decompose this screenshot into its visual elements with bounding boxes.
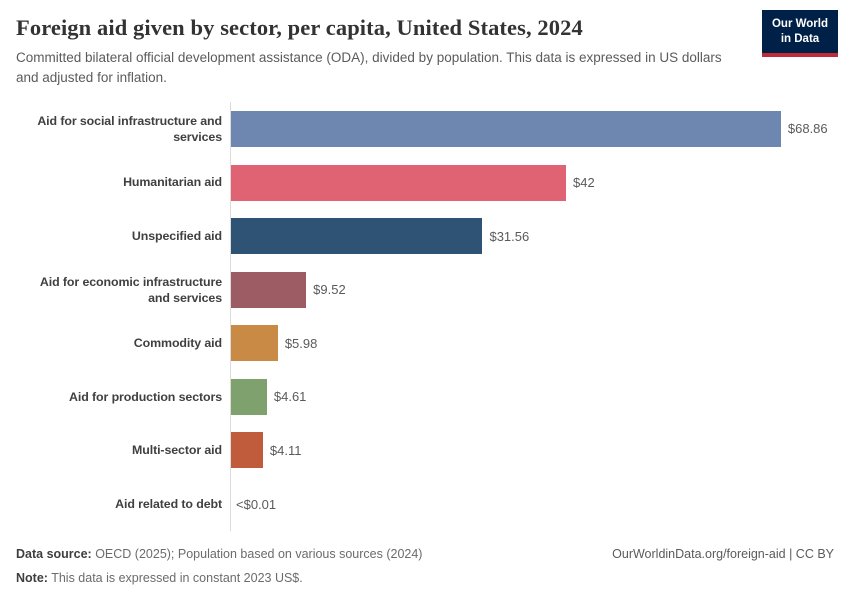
chart-rows: Aid for social infrastructure and servic… [16, 102, 838, 531]
bar-track: $31.56 [230, 218, 838, 255]
source-text: OECD (2025); Population based on various… [91, 546, 423, 561]
category-label: Unspecified aid [131, 229, 222, 244]
y-axis-line [230, 102, 231, 531]
bar-chart: Aid for social infrastructure and servic… [16, 102, 838, 531]
bar[interactable] [230, 325, 278, 362]
value-label: $42 [573, 175, 595, 191]
bar[interactable] [230, 110, 781, 147]
footer-source-block: Data source: OECD (2025); Population bas… [16, 546, 422, 595]
bar-track: <$0.01 [230, 486, 838, 522]
bar-row: Unspecified aid $31.56 [16, 209, 838, 263]
bar-row: Aid related to debt <$0.01 [16, 477, 838, 531]
chart-header: Foreign aid given by sector, per capita,… [16, 10, 838, 87]
value-label: <$0.01 [236, 496, 277, 512]
bar-row: Commodity aid $5.98 [16, 317, 838, 371]
value-label: $31.56 [489, 228, 530, 244]
chart-subtitle: Committed bilateral official development… [16, 50, 722, 85]
bar-row: Aid for production sectors $4.61 [16, 370, 838, 424]
category-label: Multi-sector aid [132, 443, 222, 458]
page-title: Foreign aid given by sector, per capita,… [16, 15, 583, 40]
header-text: Foreign aid given by sector, per capita,… [16, 14, 838, 87]
bar-track: $68.86 [230, 110, 838, 147]
bar[interactable] [230, 271, 307, 308]
category-label: Aid for production sectors [69, 389, 222, 404]
bar[interactable] [230, 378, 267, 415]
bar[interactable] [230, 164, 566, 201]
bar-track: $9.52 [230, 271, 838, 308]
note-text: This data is expressed in constant 2023 … [47, 571, 303, 586]
bar[interactable] [230, 432, 263, 469]
bar-track: $42 [230, 164, 838, 201]
value-label: $68.86 [787, 121, 828, 137]
bar-track: $4.11 [230, 432, 838, 469]
value-label: $5.98 [284, 335, 318, 351]
owid-logo-line2: in Data [780, 32, 820, 45]
footer-link[interactable]: OurWorldinData.org/foreign-aid | CC BY [612, 546, 834, 561]
category-label: Commodity aid [133, 336, 222, 351]
category-label: Aid for social infrastructure and servic… [37, 113, 222, 144]
owid-logo: Our World in Data [762, 10, 838, 57]
note-line: Note: This data is expressed in constant… [16, 570, 422, 588]
value-label: $4.61 [273, 389, 307, 405]
value-label: $4.11 [269, 442, 302, 458]
category-label: Aid for economic infrastructure and serv… [39, 274, 222, 305]
source-label: Data source: [16, 546, 92, 561]
data-source-line: Data source: OECD (2025); Population bas… [16, 546, 422, 564]
bar-row: Humanitarian aid $42 [16, 156, 838, 210]
note-label: Note: [16, 571, 48, 586]
bar[interactable] [230, 218, 483, 255]
bar-row: Aid for social infrastructure and servic… [16, 102, 838, 156]
category-label: Humanitarian aid [123, 175, 222, 190]
bar-track: $5.98 [230, 325, 838, 362]
category-label: Aid related to debt [115, 497, 222, 512]
bar-row: Aid for economic infrastructure and serv… [16, 263, 838, 317]
bar-row: Multi-sector aid $4.11 [16, 424, 838, 478]
owid-logo-line1: Our World [771, 18, 828, 30]
value-label: $9.52 [313, 282, 346, 298]
bar-track: $4.61 [230, 378, 838, 415]
chart-footer: Data source: OECD (2025); Population bas… [16, 546, 838, 595]
